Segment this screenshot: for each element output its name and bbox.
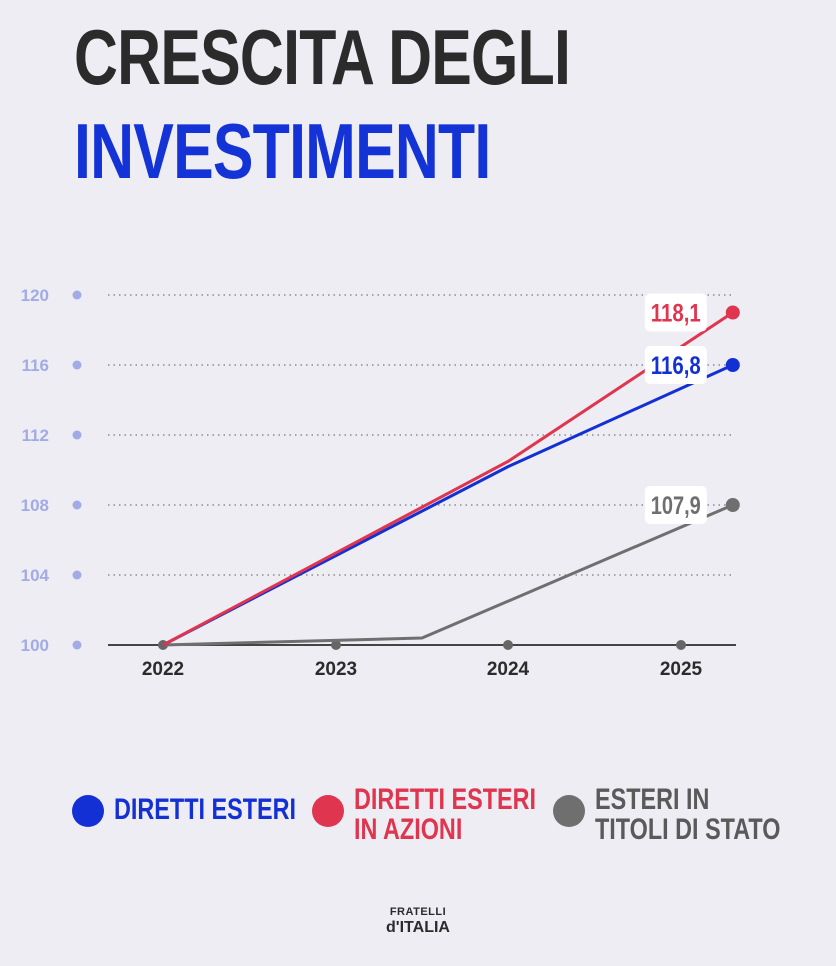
logo-top-text: FRATELLI <box>389 906 447 918</box>
y-tick-label: 108 <box>21 496 49 515</box>
x-tick-dot <box>331 640 341 650</box>
legend-color-dot <box>312 795 344 827</box>
title-line-2: INVESTIMENTI <box>74 107 491 195</box>
end-value-label: 107,9 <box>651 492 701 520</box>
y-tick-dot <box>72 430 82 440</box>
y-tick-label: 104 <box>21 566 50 585</box>
legend-item: DIRETTI ESTERI <box>72 795 347 827</box>
end-point-dot <box>725 498 740 512</box>
y-tick-dot <box>72 640 82 650</box>
legend-item: DIRETTI ESTERI IN AZIONI <box>312 785 587 845</box>
y-tick-dot <box>72 570 82 580</box>
legend-label-line: TITOLI DI STATO <box>595 813 781 846</box>
x-tick-dot <box>503 640 513 650</box>
end-label-box <box>644 293 707 332</box>
series-line <box>162 363 734 647</box>
y-tick-label: 120 <box>21 286 49 305</box>
y-tick-dot <box>72 360 82 370</box>
y-tick-dot <box>72 290 82 300</box>
legend-color-dot <box>553 795 585 827</box>
legend-color-dot <box>72 795 104 827</box>
title-line-1: CRESCITA DEGLI <box>74 13 571 101</box>
y-tick-label: 112 <box>22 426 49 445</box>
end-value-label: 118,1 <box>651 300 701 328</box>
legend-label-line: DIRETTI ESTERI <box>354 783 537 816</box>
end-point-dot <box>725 305 740 320</box>
end-label-box <box>644 346 707 384</box>
x-tick-label: 2022 <box>142 659 184 680</box>
legend-label-line: DIRETTI ESTERI <box>114 793 297 826</box>
legend-label: DIRETTI ESTERI <box>114 795 296 825</box>
x-tick-label: 2025 <box>660 659 703 680</box>
x-tick-label: 2024 <box>487 659 530 680</box>
end-label-box <box>644 486 707 524</box>
end-value-label: 116,8 <box>651 352 701 380</box>
series-line <box>162 503 734 647</box>
legend-label-line: IN AZIONI <box>354 813 463 846</box>
y-tick-label: 116 <box>22 356 49 375</box>
legend-label: DIRETTI ESTERI IN AZIONI <box>354 785 536 845</box>
y-tick-dot <box>72 500 82 510</box>
line-chart: 100 104 108 112 116 120 2022 2023 2024 2025 116,8 1… <box>21 286 740 680</box>
legend-label-line: ESTERI IN <box>595 783 710 816</box>
legend-item: ESTERI IN TITOLI DI STATO <box>553 785 833 845</box>
x-tick-dot <box>676 640 686 650</box>
fratelli-ditalia-logo: FRATELLI d'ITALIA <box>0 906 836 937</box>
x-tick-label: 2023 <box>315 659 357 680</box>
y-tick-label: 100 <box>21 636 49 655</box>
logo-bottom-text: d'ITALIA <box>386 919 450 936</box>
end-point-dot <box>725 358 740 372</box>
legend-label: ESTERI IN TITOLI DI STATO <box>595 785 780 845</box>
